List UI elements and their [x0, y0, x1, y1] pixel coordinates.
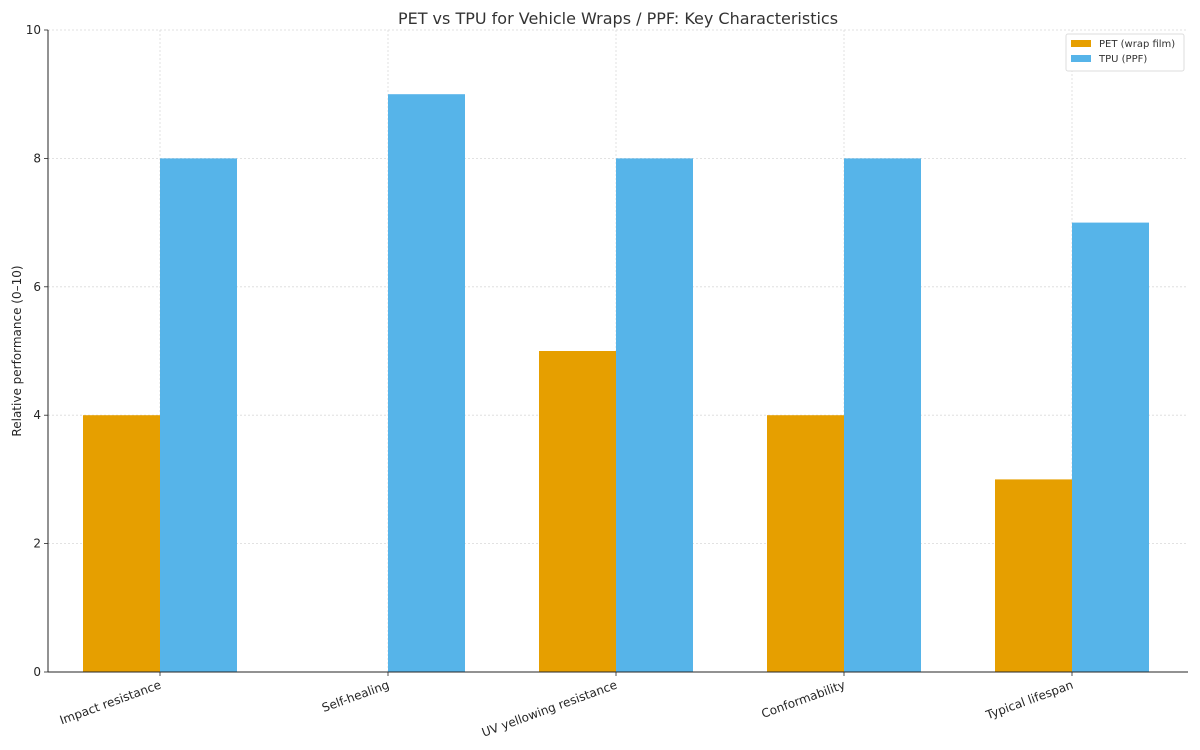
y-tick-label: 10	[26, 23, 41, 37]
y-axis-ticks: 0 2 4 6 8 10	[26, 23, 48, 679]
y-tick-label: 2	[33, 537, 41, 551]
bar-pet	[539, 351, 616, 672]
bar-tpu	[160, 158, 237, 672]
x-tick-label: Self-healing	[320, 678, 391, 715]
y-tick-label: 4	[33, 408, 41, 422]
x-tick-label: Impact resistance	[58, 678, 163, 728]
y-axis-label: Relative performance (0–10)	[10, 265, 24, 436]
legend: PET (wrap film) TPU (PPF)	[1065, 33, 1185, 72]
x-tick-label: UV yellowing resistance	[480, 678, 619, 740]
bar-pet	[767, 415, 844, 672]
y-tick-label: 0	[33, 665, 41, 679]
y-tick-label: 8	[33, 151, 41, 165]
legend-swatch	[1071, 40, 1091, 47]
legend-label: PET (wrap film)	[1099, 39, 1175, 50]
x-axis-ticks: Impact resistance Self-healing UV yellowin…	[58, 672, 1075, 740]
bar-tpu	[844, 158, 921, 672]
legend-box	[1065, 33, 1185, 72]
bar-pet	[83, 415, 160, 672]
legend-swatch	[1071, 55, 1091, 62]
bar-tpu	[388, 94, 465, 672]
bars	[83, 94, 1149, 672]
axes	[47, 30, 1188, 673]
bar-tpu	[616, 158, 693, 672]
legend-label: TPU (PPF)	[1098, 54, 1147, 65]
bar-pet	[995, 479, 1072, 672]
x-tick-label: Conformability	[759, 678, 847, 721]
chart-title: PET vs TPU for Vehicle Wraps / PPF: Key …	[398, 9, 838, 28]
y-tick-label: 6	[33, 280, 41, 294]
x-tick-label: Typical lifespan	[983, 678, 1075, 723]
bar-tpu	[1072, 222, 1149, 672]
